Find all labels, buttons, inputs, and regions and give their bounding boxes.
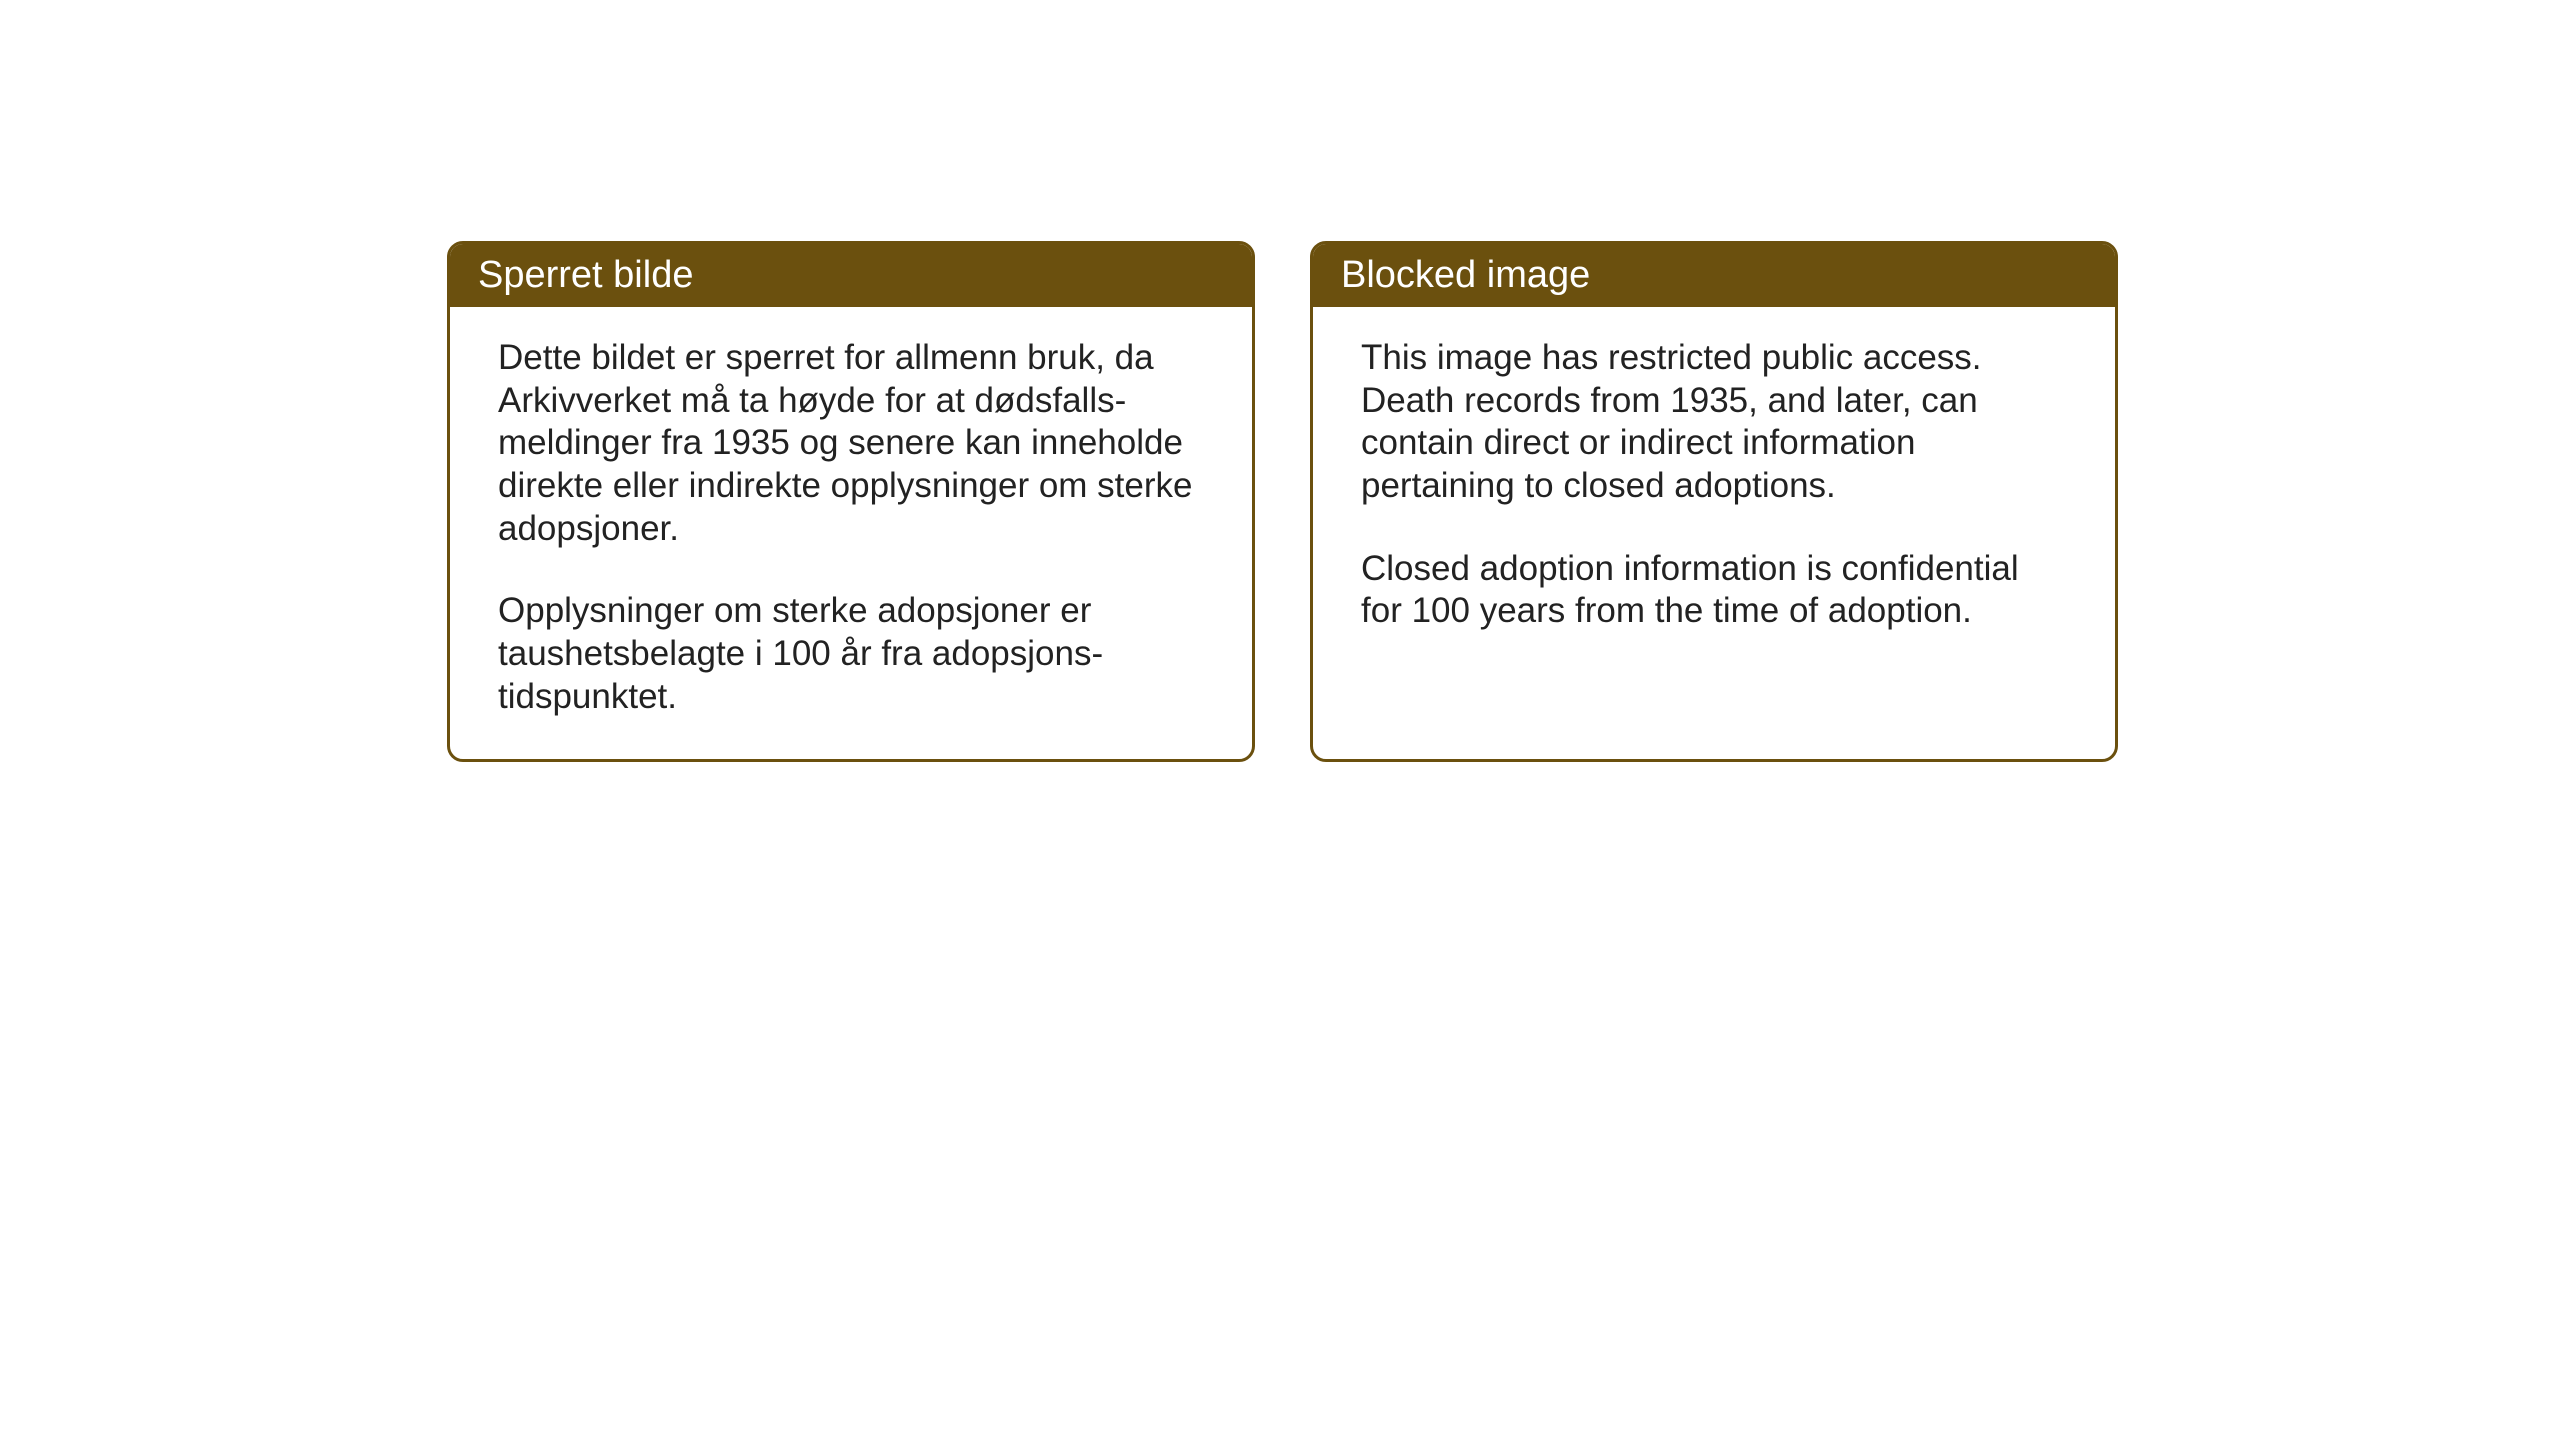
notice-text-norwegian-2: Opplysninger om sterke adopsjoner er tau…: [498, 590, 1204, 718]
notice-header-english: Blocked image: [1313, 244, 2115, 307]
notice-title-norwegian: Sperret bilde: [478, 254, 693, 296]
notice-card-norwegian: Sperret bilde Dette bildet er sperret fo…: [447, 241, 1255, 762]
notice-text-norwegian-1: Dette bildet er sperret for allmenn bruk…: [498, 337, 1204, 550]
notice-body-norwegian: Dette bildet er sperret for allmenn bruk…: [450, 307, 1252, 759]
notice-body-english: This image has restricted public access.…: [1313, 307, 2115, 745]
notice-container: Sperret bilde Dette bildet er sperret fo…: [447, 241, 2118, 762]
notice-text-english-2: Closed adoption information is confident…: [1361, 548, 2067, 633]
notice-card-english: Blocked image This image has restricted …: [1310, 241, 2118, 762]
notice-title-english: Blocked image: [1341, 254, 1590, 296]
notice-header-norwegian: Sperret bilde: [450, 244, 1252, 307]
notice-text-english-1: This image has restricted public access.…: [1361, 337, 2067, 508]
